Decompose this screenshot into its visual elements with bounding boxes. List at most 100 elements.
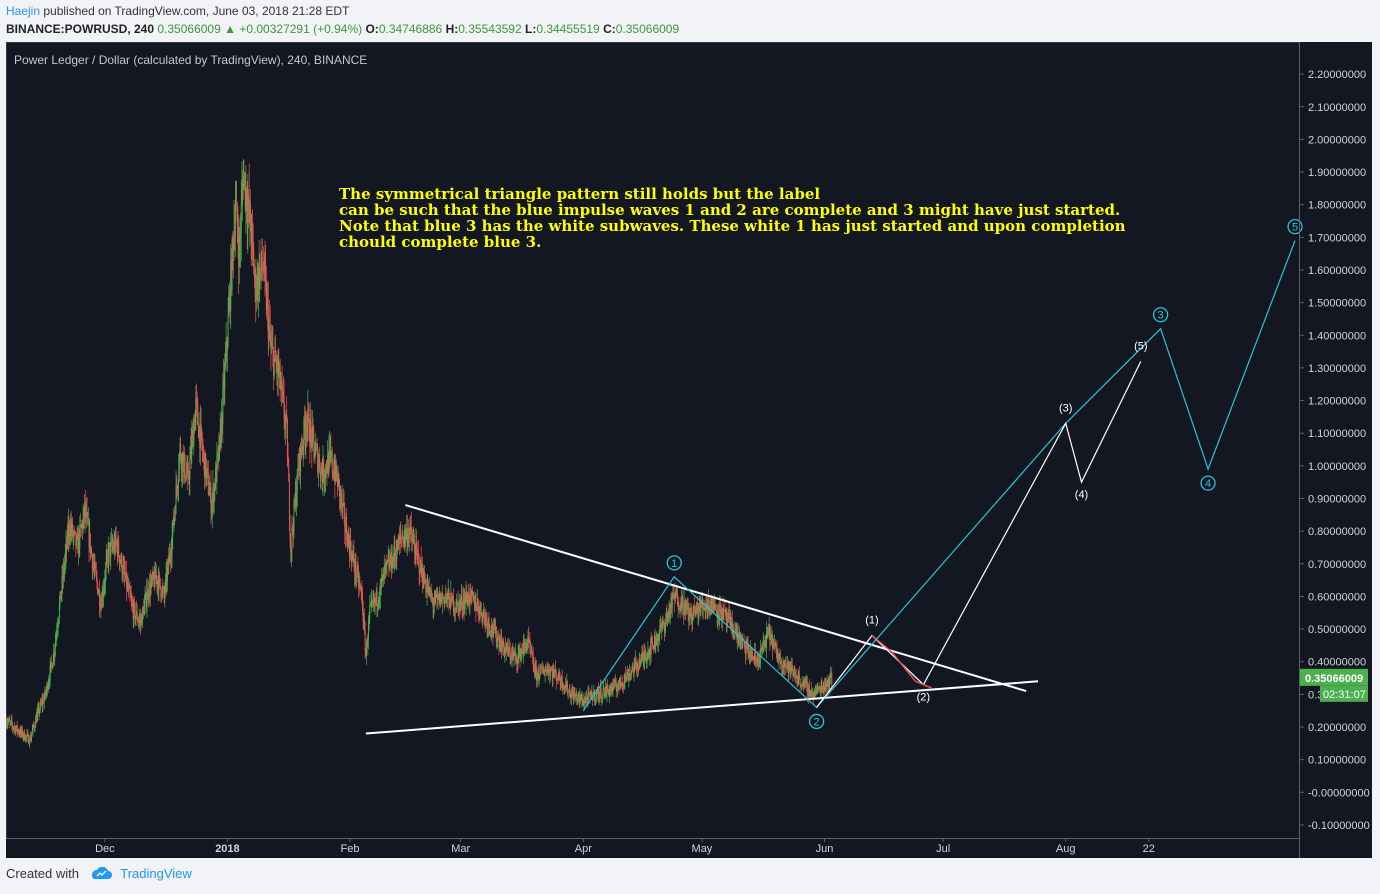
candle-body: [23, 731, 25, 740]
candle-body: [560, 682, 562, 686]
candle-body: [467, 593, 469, 605]
candle-body: [737, 633, 739, 642]
candle-body: [460, 601, 462, 605]
candle-body: [468, 593, 470, 602]
candle-body: [559, 671, 561, 680]
candle-body: [91, 549, 93, 556]
candle-body: [648, 651, 650, 658]
candle-body: [217, 453, 219, 457]
candle-body: [371, 600, 373, 602]
price-chart[interactable]: 1 2 3 4 5 (1) (2) (3) (4) (5) The symmetrical tria…: [6, 42, 1372, 858]
candle-body: [822, 687, 824, 691]
candle-body: [81, 523, 83, 530]
price-tick-label: 1.10000000: [1308, 428, 1366, 440]
candle-body: [745, 646, 747, 655]
high-value: 0.35543592: [458, 22, 522, 36]
candle-body: [496, 640, 498, 643]
candle-body: [576, 694, 578, 701]
price-tick-label: 0.40000000: [1308, 657, 1366, 669]
candle-body: [567, 692, 569, 693]
candle-body: [135, 611, 137, 617]
candle-body: [188, 470, 190, 480]
candle-body: [826, 680, 828, 684]
candle-body: [455, 609, 457, 611]
candle-body: [193, 425, 195, 431]
candle-body: [460, 595, 462, 602]
candle-body: [280, 387, 282, 389]
candle-body: [505, 648, 507, 653]
candle-body: [806, 682, 808, 694]
candle-body: [678, 604, 680, 610]
candle-body: [634, 659, 636, 666]
candle-body: [59, 591, 61, 604]
candle-body: [319, 459, 321, 472]
candle-body: [613, 683, 615, 688]
candle-body: [557, 679, 559, 681]
candle-body: [401, 538, 403, 540]
candle-body: [296, 469, 298, 493]
candle-body: [433, 602, 435, 606]
candle-body: [400, 535, 402, 538]
candle-body: [474, 596, 476, 609]
candle-body: [666, 616, 668, 617]
candle-body: [230, 260, 232, 312]
candle-body: [62, 567, 64, 581]
candle-body: [574, 695, 576, 697]
candle-body: [717, 604, 719, 619]
candle-body: [772, 642, 774, 649]
candle-body: [450, 593, 452, 609]
candle-body: [80, 526, 82, 528]
candle-body: [128, 587, 130, 590]
candle-body: [575, 694, 577, 696]
author-link[interactable]: Haejin: [6, 4, 41, 18]
candle-body: [70, 525, 72, 532]
candle-body: [682, 597, 684, 613]
chart-area[interactable]: 1 2 3 4 5 (1) (2) (3) (4) (5) The symmetrical tria…: [6, 42, 1372, 858]
candle-body: [423, 572, 425, 583]
candle-body: [163, 587, 165, 596]
candle-body: [155, 569, 157, 579]
candle-body: [768, 624, 770, 635]
candle-body: [360, 585, 362, 588]
candle-body: [196, 400, 198, 406]
candle-body: [723, 607, 725, 611]
price-tick-label: 1.40000000: [1308, 330, 1366, 342]
candle-body: [489, 631, 491, 633]
candle-body: [34, 727, 36, 728]
candle-body: [709, 601, 711, 611]
candle-body: [176, 485, 178, 488]
candle-body: [165, 572, 167, 580]
candle-body: [661, 626, 663, 629]
candle-body: [218, 448, 220, 459]
candle-body: [398, 536, 400, 550]
candle-body: [784, 663, 786, 667]
candle-body: [99, 605, 101, 609]
candle-body: [756, 660, 758, 663]
candle-body: [589, 694, 591, 698]
candle-body: [297, 468, 299, 470]
candle-body: [273, 350, 275, 377]
candle-body: [154, 569, 156, 587]
candle-body: [807, 693, 809, 696]
price-tick-label: -0.10000000: [1308, 820, 1370, 832]
candle-body: [714, 607, 716, 609]
candle-body: [468, 601, 470, 604]
candle-body: [620, 681, 622, 686]
candle-body: [581, 697, 583, 700]
candle-body: [371, 600, 373, 602]
candle-body: [676, 590, 678, 595]
candle-body: [391, 567, 393, 570]
candle-body: [219, 436, 221, 459]
candle-body: [517, 653, 519, 664]
candle-body: [336, 474, 338, 477]
candle-body: [688, 616, 690, 620]
candle-body: [366, 643, 368, 647]
candle-body: [198, 426, 200, 438]
candle-body: [368, 616, 370, 622]
tradingview-link[interactable]: TradingView: [120, 866, 192, 881]
candle-body: [706, 603, 708, 608]
candle-body: [346, 523, 348, 541]
candle-body: [116, 542, 118, 544]
candle-body: [509, 650, 511, 658]
candle-body: [292, 527, 294, 530]
